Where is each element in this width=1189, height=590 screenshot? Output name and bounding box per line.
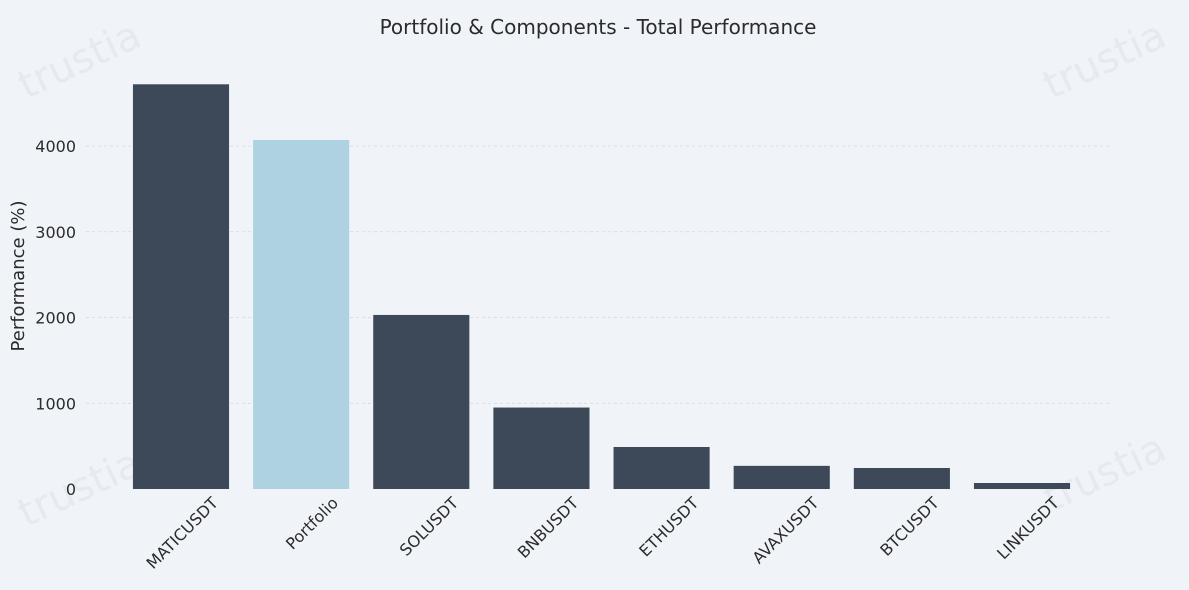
x-tick-label: SOLUSDT <box>396 493 463 560</box>
y-tick-label: 3000 <box>35 223 76 242</box>
chart-title: Portfolio & Components - Total Performan… <box>380 15 817 39</box>
x-tick-label: MATICUSDT <box>143 493 222 572</box>
y-tick-label: 1000 <box>35 394 76 413</box>
y-tick-label: 2000 <box>35 309 76 328</box>
x-axis-ticks: MATICUSDT Portfolio SOLUSDT BNBUSDT ETHUSDT A… <box>143 493 1063 572</box>
x-tick-label: LINKUSDT <box>993 493 1063 563</box>
watermark-text: trustia <box>1036 12 1173 108</box>
gridlines <box>86 145 1111 404</box>
bar-maticusdt <box>132 84 230 489</box>
watermark-text: trustia <box>11 12 148 108</box>
x-tick-label: ETHUSDT <box>635 493 702 560</box>
bar-btcusdt <box>853 467 950 489</box>
bar-solusdt <box>373 314 470 489</box>
bar-bnbusdt <box>493 407 590 489</box>
x-tick-label: Portfolio <box>282 493 342 553</box>
y-axis-ticks: 0 1000 2000 3000 4000 <box>35 137 76 499</box>
y-tick-label: 4000 <box>35 137 76 156</box>
x-tick-label: BNBUSDT <box>514 493 583 562</box>
watermark-text: trustia <box>11 440 148 536</box>
bar-linkusdt <box>973 482 1071 489</box>
x-tick-label: AVAXUSDT <box>749 493 823 567</box>
x-tick-label: BTCUSDT <box>876 493 943 560</box>
y-axis-label: Performance (%) <box>8 201 29 352</box>
bars <box>132 84 1071 489</box>
bar-avaxusdt <box>733 465 830 489</box>
bar-portfolio <box>253 140 350 489</box>
bar-ethusdt <box>613 446 710 489</box>
y-tick-label: 0 <box>66 480 76 499</box>
